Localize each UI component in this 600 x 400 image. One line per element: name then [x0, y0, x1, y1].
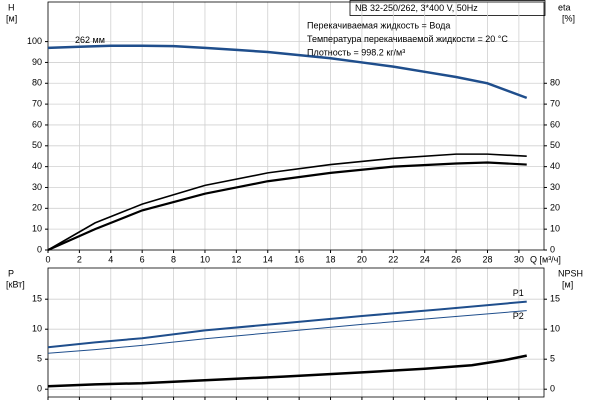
- y-tick-label: 30: [32, 182, 42, 192]
- x-tick-label: 24: [420, 254, 430, 264]
- x-tick-label: 30: [514, 254, 524, 264]
- y-tick-label: 0: [37, 244, 42, 254]
- y2-tick-label: 20: [550, 203, 560, 213]
- x-tick-label: 2: [77, 254, 82, 264]
- chart-title: NB 32-250/262, 3*400 V, 50Hz: [355, 3, 478, 13]
- y2-tick-label: 0: [550, 244, 555, 254]
- y2-tick-label: 80: [550, 78, 560, 88]
- title-box: [349, 0, 546, 16]
- y2-tick-label: 60: [550, 119, 560, 129]
- y-tick-label: 80: [32, 78, 42, 88]
- y-axis-title: H: [8, 2, 15, 12]
- annotation: Перекачиваемая жидкость = Вода: [307, 20, 450, 30]
- y2-axis-title: eta: [558, 2, 571, 12]
- series-line: [47, 161, 527, 252]
- y2-axis-unit: [м]: [562, 279, 573, 289]
- series-label: P2: [513, 311, 524, 321]
- x-tick-label: 14: [263, 254, 273, 264]
- y-tick-label: 90: [32, 57, 42, 67]
- x-tick-label: 26: [451, 254, 461, 264]
- y-tick-label: 70: [32, 98, 42, 108]
- x-tick-label: 10: [200, 254, 210, 264]
- y-tick-label: 10: [32, 324, 42, 334]
- y-tick-label: 100: [27, 36, 42, 46]
- series-line: [47, 354, 527, 388]
- y2-tick-label: 5: [550, 354, 555, 364]
- annotation: Плотность = 998.2 кг/м³: [307, 47, 405, 57]
- x-tick-label: 20: [357, 254, 367, 264]
- x-tick-label: 22: [388, 254, 398, 264]
- y-tick-label: 0: [37, 384, 42, 394]
- y2-tick-label: 15: [550, 294, 560, 304]
- y2-tick-label: 40: [550, 161, 560, 171]
- series-label: 262 мм: [75, 35, 105, 45]
- y-tick-label: 5: [37, 354, 42, 364]
- y2-tick-label: 30: [550, 182, 560, 192]
- x-tick-label: 4: [108, 254, 113, 264]
- annotation: Температура перекачиваемой жидкости = 20…: [307, 34, 508, 44]
- x-tick-label: 6: [140, 254, 145, 264]
- y2-axis-title: NPSH: [558, 268, 583, 278]
- x-axis-title: Q [м³/ч]: [530, 254, 561, 264]
- y-axis-unit: [м]: [6, 13, 17, 23]
- y2-tick-label: 50: [550, 140, 560, 150]
- series-label: P1: [513, 288, 524, 298]
- x-tick-label: 8: [171, 254, 176, 264]
- y2-axis-unit: [%]: [562, 13, 575, 23]
- y-tick-label: 20: [32, 203, 42, 213]
- y-tick-label: 40: [32, 161, 42, 171]
- x-tick-label: 28: [482, 254, 492, 264]
- y-tick-label: 50: [32, 140, 42, 150]
- x-tick-label: 18: [326, 254, 336, 264]
- series-line: [47, 300, 527, 349]
- series-line: [47, 153, 527, 251]
- x-tick-label: 16: [294, 254, 304, 264]
- plot-frame: [47, 1, 545, 251]
- plot-frame: [47, 267, 545, 398]
- y-tick-label: 10: [32, 224, 42, 234]
- y-tick-label: 15: [32, 294, 42, 304]
- x-tick-label: 0: [45, 254, 50, 264]
- y-axis-unit: [кВт]: [6, 279, 25, 289]
- y2-tick-label: 10: [550, 324, 560, 334]
- y-tick-label: 60: [32, 119, 42, 129]
- x-tick-label: 12: [231, 254, 241, 264]
- series-line: [47, 44, 528, 100]
- y-axis-title: P: [8, 268, 14, 278]
- y2-tick-label: 10: [550, 224, 560, 234]
- series-line: [47, 310, 527, 354]
- y2-tick-label: 70: [550, 98, 560, 108]
- y2-tick-label: 0: [550, 384, 555, 394]
